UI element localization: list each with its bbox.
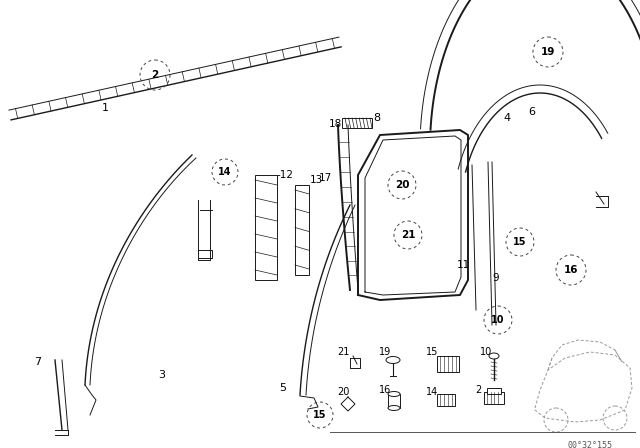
Text: 7: 7 xyxy=(35,357,42,367)
Text: 20: 20 xyxy=(337,387,349,397)
Text: 5: 5 xyxy=(280,383,287,393)
Ellipse shape xyxy=(388,405,400,410)
Text: 21: 21 xyxy=(401,230,415,240)
Text: 6: 6 xyxy=(529,107,536,117)
Text: 16: 16 xyxy=(564,265,579,275)
Bar xyxy=(437,356,459,372)
Text: 16: 16 xyxy=(379,385,391,395)
Text: 8: 8 xyxy=(373,113,381,123)
Text: 4: 4 xyxy=(504,113,511,123)
Text: 10: 10 xyxy=(492,315,505,325)
Bar xyxy=(295,185,309,275)
Ellipse shape xyxy=(388,392,400,396)
Text: 19: 19 xyxy=(541,47,555,57)
Text: 19: 19 xyxy=(379,347,391,357)
Text: 2: 2 xyxy=(152,70,159,80)
Text: 3: 3 xyxy=(159,370,166,380)
Text: 9: 9 xyxy=(493,273,499,283)
Text: -12: -12 xyxy=(276,170,294,180)
Text: 15: 15 xyxy=(313,410,327,420)
Text: 10: 10 xyxy=(480,347,492,357)
Text: 1: 1 xyxy=(102,103,109,113)
Ellipse shape xyxy=(489,353,499,359)
Bar xyxy=(487,388,501,394)
Text: 00°32°155: 00°32°155 xyxy=(568,440,612,448)
Text: 14: 14 xyxy=(426,387,438,397)
Text: 20: 20 xyxy=(395,180,409,190)
Bar xyxy=(484,392,504,404)
Bar xyxy=(342,118,372,128)
Text: 15: 15 xyxy=(426,347,438,357)
Text: 17: 17 xyxy=(318,173,332,183)
Bar xyxy=(255,175,277,280)
Bar xyxy=(388,394,400,408)
Text: 15: 15 xyxy=(513,237,527,247)
Text: 14: 14 xyxy=(218,167,232,177)
Bar xyxy=(437,394,455,406)
Ellipse shape xyxy=(386,357,400,363)
Text: 11: 11 xyxy=(456,260,470,270)
Text: 21: 21 xyxy=(337,347,349,357)
Text: 18: 18 xyxy=(328,119,342,129)
Text: 13: 13 xyxy=(309,175,323,185)
Text: 2: 2 xyxy=(475,385,481,395)
